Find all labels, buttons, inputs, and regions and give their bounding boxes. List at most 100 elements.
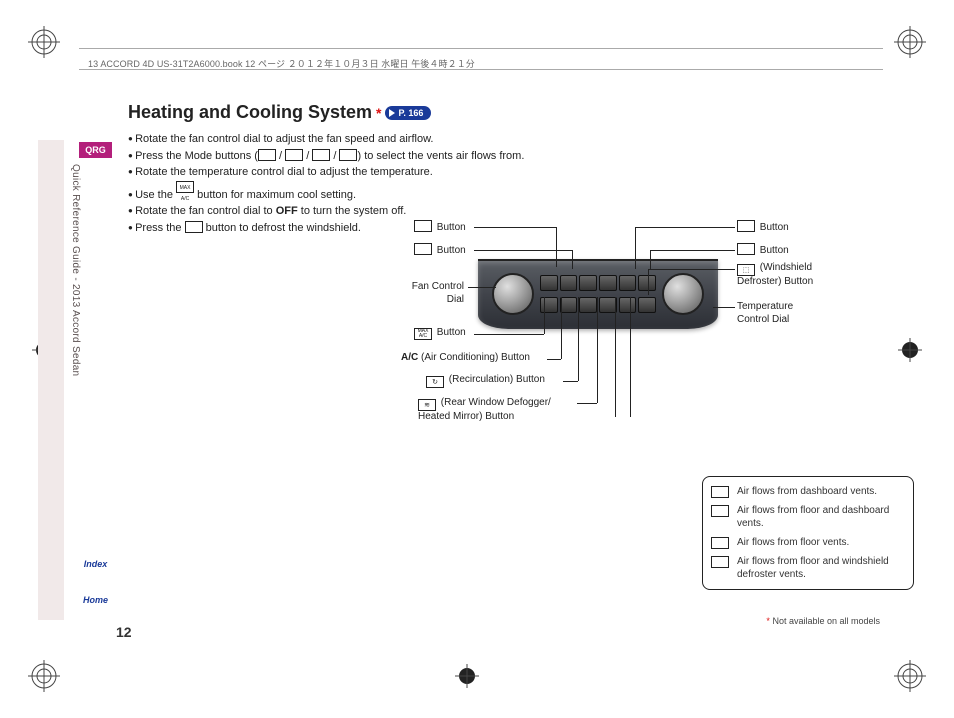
temp-dial-icon — [662, 273, 704, 315]
panel-btn-icon — [560, 297, 578, 313]
crop-mark-icon — [28, 26, 60, 58]
vent-icon — [737, 243, 755, 255]
mode-icon — [339, 149, 357, 161]
instruction-item: Use the MAXA/C button for maximum cool s… — [128, 181, 888, 204]
page-title: Heating and Cooling System* P. 166 — [128, 102, 888, 123]
leader-line — [648, 269, 649, 295]
callout-text: Button — [757, 222, 789, 233]
tab-home[interactable]: Home — [79, 592, 112, 608]
legend-text: Air flows from floor and windshield defr… — [737, 555, 905, 581]
mode-icon — [285, 149, 303, 161]
callout-mode3: Button — [737, 220, 789, 235]
page-reference-link[interactable]: P. 166 — [385, 106, 431, 120]
recirc-icon: ↻ — [426, 376, 444, 388]
title-star: * — [376, 105, 381, 121]
callout-mode1: Button — [414, 220, 466, 235]
vent-dash-icon — [711, 486, 729, 498]
defrost-icon: ⬚ — [737, 264, 755, 276]
callout-temp-dial: TemperatureControl Dial — [737, 301, 827, 326]
panel-button-row — [540, 297, 656, 313]
leader-line — [474, 334, 544, 335]
callout-rear-defog: ≋ (Rear Window Defogger/Heated Mirror) B… — [418, 397, 588, 424]
leader-line — [648, 269, 735, 270]
leader-line — [615, 297, 616, 417]
leader-line — [544, 297, 545, 334]
legend-row: Air flows from floor vents. — [711, 536, 905, 549]
panel-btn-icon — [619, 297, 637, 313]
leader-line — [547, 359, 561, 360]
leader-line — [474, 227, 556, 228]
callout-recirc: ↻ (Recirculation) Button — [426, 374, 545, 388]
vent-floor-defrost-icon — [711, 556, 729, 568]
instruction-item: Rotate the temperature control dial to a… — [128, 164, 888, 181]
leader-line — [578, 297, 579, 381]
main-content: Heating and Cooling System* P. 166 Rotat… — [128, 102, 888, 236]
mode-icon — [185, 221, 203, 233]
leader-line — [597, 297, 598, 403]
leader-line — [713, 307, 735, 308]
panel-btn-icon — [638, 297, 656, 313]
registration-mark-icon — [898, 338, 922, 362]
leader-line — [468, 287, 496, 288]
panel-btn-icon — [619, 275, 637, 291]
fan-dial-icon — [492, 273, 534, 315]
panel-btn-icon — [579, 297, 597, 313]
legend-row: Air flows from dashboard vents. — [711, 485, 905, 498]
instruction-item: Rotate the fan control dial to OFF to tu… — [128, 203, 888, 220]
registration-mark-icon — [455, 664, 479, 688]
callout-ac: A/C (Air Conditioning) Button — [401, 352, 530, 365]
callout-bold: A/C — [401, 352, 418, 363]
instruction-item: Press the Mode buttons ( / / / ) to sele… — [128, 148, 888, 165]
legend-text: Air flows from dashboard vents. — [737, 485, 877, 498]
max-ac-icon: MAXA/C — [414, 328, 432, 340]
legend-text: Air flows from floor and dashboard vents… — [737, 504, 905, 530]
leader-line — [563, 381, 578, 382]
tab-qrg[interactable]: QRG — [79, 142, 112, 158]
leader-line — [561, 297, 562, 359]
callout-windshield: ⬚ (WindshieldDefroster) Button — [737, 262, 847, 289]
callout-mode2: Button — [414, 243, 466, 258]
side-guide-title: Quick Reference Guide - 2013 Accord Seda… — [67, 164, 81, 376]
tab-index[interactable]: Index — [79, 556, 112, 572]
panel-button-row — [540, 275, 656, 291]
mode-icon: MAXA/C — [176, 181, 194, 193]
panel-btn-icon — [599, 275, 617, 291]
callout-mode4: Button — [737, 243, 789, 258]
vent-icon — [737, 220, 755, 232]
leader-line — [635, 227, 636, 269]
leader-line — [635, 227, 735, 228]
panel-btn-icon — [560, 275, 578, 291]
callout-max: MAXA/C Button — [414, 327, 466, 340]
vent-icon — [414, 243, 432, 255]
instruction-item: Rotate the fan control dial to adjust th… — [128, 131, 888, 148]
legend-text: Air flows from floor vents. — [737, 536, 849, 549]
rear-defog-icon: ≋ — [418, 399, 436, 411]
callout-text: (Air Conditioning) Button — [418, 352, 530, 363]
crop-mark-icon — [894, 26, 926, 58]
panel-btn-icon — [540, 297, 558, 313]
callout-text: Button — [434, 222, 466, 233]
crop-mark-icon — [28, 660, 60, 692]
hvac-diagram: Button Button Fan ControlDial MAXA/C But… — [278, 239, 898, 619]
panel-btn-icon — [579, 275, 597, 291]
mode-icon — [312, 149, 330, 161]
leader-line — [556, 227, 557, 267]
legend-row: Air flows from floor and windshield defr… — [711, 555, 905, 581]
panel-btn-icon — [540, 275, 558, 291]
callout-text: Button — [757, 245, 789, 256]
leader-line — [630, 297, 631, 417]
callout-text: Button — [434, 245, 466, 256]
print-header: 13 ACCORD 4D US-31T2A6000.book 12 ページ ２０… — [88, 57, 475, 70]
callout-text: (Rear Window Defogger/Heated Mirror) But… — [418, 397, 551, 422]
leader-line — [650, 250, 735, 251]
vent-dash-floor-icon — [711, 505, 729, 517]
mode-icon — [258, 149, 276, 161]
leader-line — [474, 250, 572, 251]
callout-text: (Recirculation) Button — [446, 374, 545, 385]
page-number: 12 — [116, 624, 132, 640]
title-text: Heating and Cooling System — [128, 102, 372, 123]
vent-floor-icon — [711, 537, 729, 549]
callout-fan-dial: Fan ControlDial — [404, 281, 464, 306]
legend-row: Air flows from floor and dashboard vents… — [711, 504, 905, 530]
page-gutter — [38, 140, 64, 620]
